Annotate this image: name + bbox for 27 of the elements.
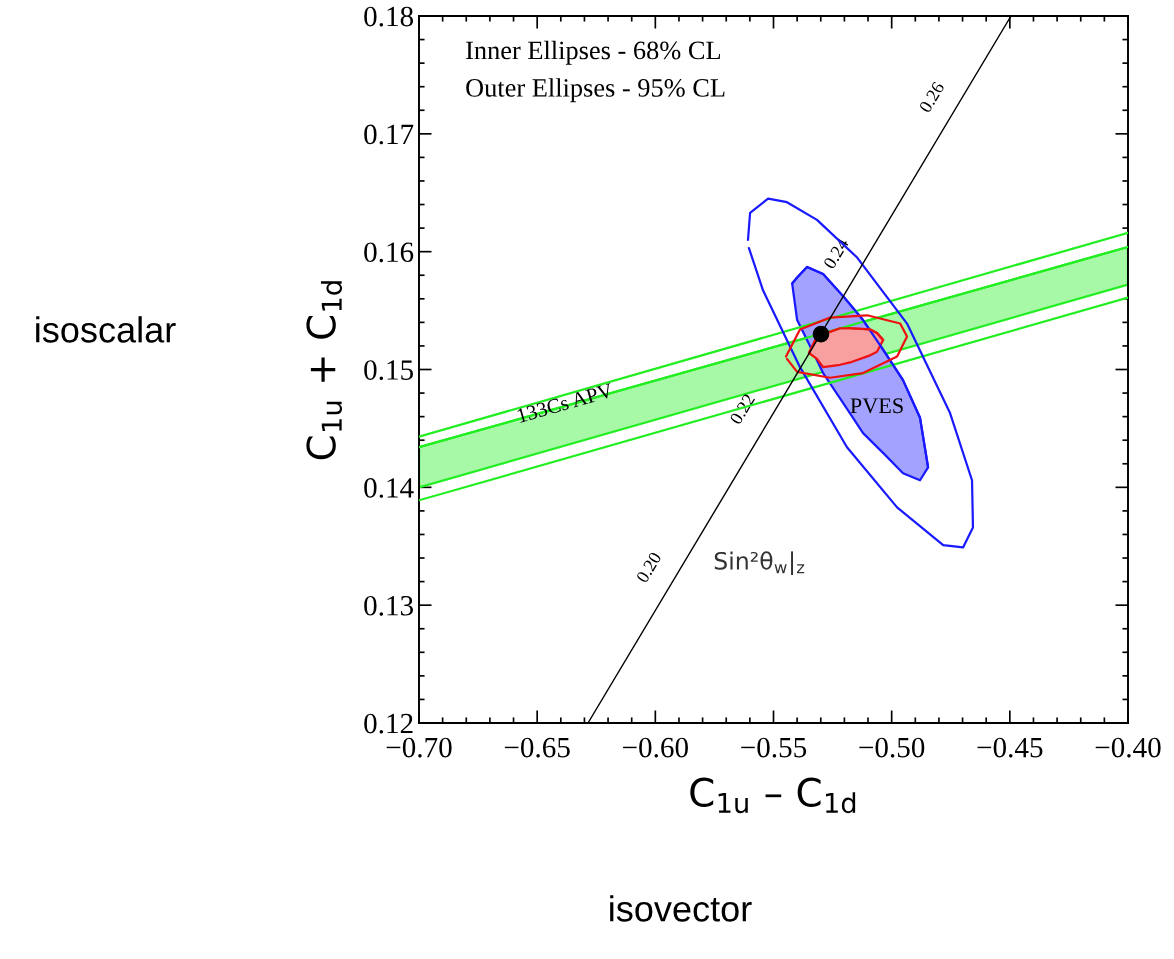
x-tick-label: −0.55 [741,737,807,758]
y-tick-label: 0.13 [364,595,413,616]
x-tick-label: −0.50 [859,737,925,758]
annotation: PVES [850,398,903,414]
annotation: Inner Ellipses - 68% CL [466,40,721,65]
annotation: 0.26 [918,80,945,114]
x-tick-label: −0.70 [386,737,452,758]
line-series [784,314,909,379]
text: isoscalar [36,316,176,343]
y-tick-label: 0.14 [364,478,414,498]
y-tick-label: 0.16 [364,242,414,263]
text: isovector [610,895,752,922]
annotation: 0.20 [635,551,662,584]
x-axis-title: C$_{1u}$ – C$_{1d}$ [690,777,856,814]
x-tick-label: −0.60 [623,737,688,758]
x-tick-label: −0.65 [504,737,570,758]
y-axis-title: C$_{1u}$ + C$_{1d}$ [306,281,343,460]
y-tick-label: 0.15 [364,360,413,381]
y-tick-label: 0.17 [364,124,414,145]
y-tick-label: 0.18 [364,6,414,27]
annotation: Outer Ellipses - 95% CL [466,78,725,103]
x-tick-label: −0.40 [1095,737,1161,758]
annotation: 0.22 [729,393,756,426]
annotation: 133Cs APV [516,382,614,423]
y-tick-label: 0.12 [364,713,413,734]
x-tick-label: −0.45 [977,737,1043,758]
annotation: Sin²θ$_{w}$|$_{z}$ [714,551,805,575]
